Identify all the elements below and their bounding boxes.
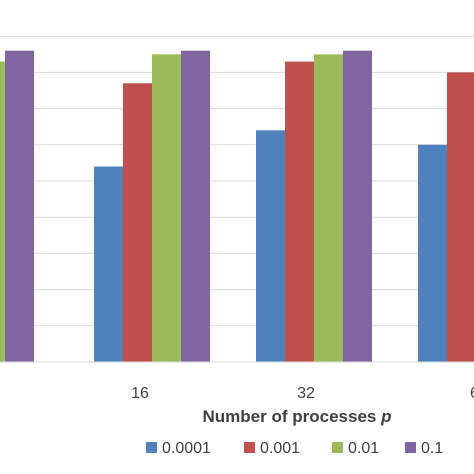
bar-0.0001-32 xyxy=(256,130,285,362)
legend-label-0.001: 0.001 xyxy=(260,440,300,457)
bar-0.1-16 xyxy=(181,50,210,363)
x-tick-labels: 16 32 6 xyxy=(131,385,474,402)
gridlines xyxy=(0,35,474,327)
legend-label-0.1: 0.1 xyxy=(421,440,443,457)
legend-swatch-0.001 xyxy=(244,442,255,453)
bar-0.0001-64 xyxy=(418,144,447,362)
bar-0.001-16 xyxy=(123,83,152,362)
bar-0.01-32 xyxy=(314,54,343,363)
x-tick-label: 16 xyxy=(131,385,149,402)
legend: 0.0001 0.001 0.01 0.1 xyxy=(146,440,443,457)
bar-0.1-32 xyxy=(343,50,372,363)
legend-swatch-0.1 xyxy=(405,442,416,453)
x-axis-title-variable: p xyxy=(380,407,391,426)
legend-label-0.0001: 0.0001 xyxy=(162,440,211,457)
legend-swatch-0.01 xyxy=(332,442,343,453)
bar-0.1-8 xyxy=(5,50,34,363)
x-tick-label: 6 xyxy=(470,385,474,402)
bar-0.001-64 xyxy=(447,72,474,363)
legend-label-0.01: 0.01 xyxy=(348,440,379,457)
bar-0.01-16 xyxy=(152,54,181,363)
legend-swatch-0.0001 xyxy=(146,442,157,453)
bar-0.001-32 xyxy=(285,61,314,362)
bar-0.01-8 xyxy=(0,61,5,362)
x-axis-title-text: Number of processes xyxy=(203,407,377,426)
x-axis-title: Number of processes p xyxy=(203,407,392,426)
x-tick-label: 32 xyxy=(297,385,315,402)
bars xyxy=(0,50,474,363)
bar-0.0001-16 xyxy=(94,166,123,362)
